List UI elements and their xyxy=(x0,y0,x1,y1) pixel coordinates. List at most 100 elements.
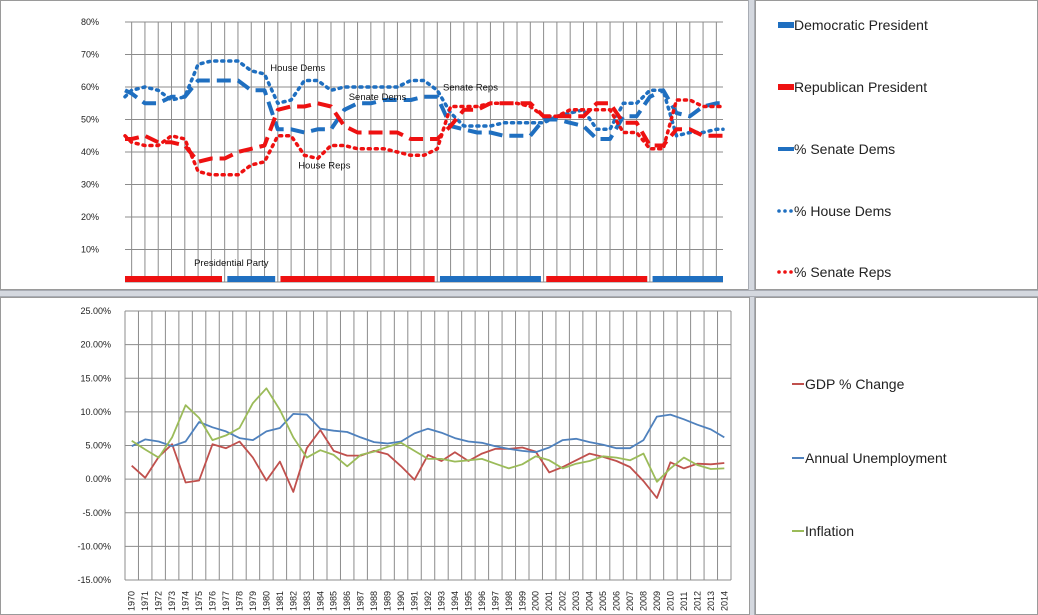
bottom-x-tick-label: 2007 xyxy=(625,591,635,611)
bottom-chart: -15.00% -10.00% -5.00% 0.00% 5.00% 10.00% 15.0… xyxy=(77,306,732,611)
top-series-line-3 xyxy=(125,101,723,164)
bottom-series-lines xyxy=(131,387,725,499)
horizontal-splitter[interactable] xyxy=(0,290,1038,297)
bottom-x-tick-label: 1994 xyxy=(450,591,460,611)
bottom-x-tick-label: 2002 xyxy=(558,591,568,611)
top-legend-label: % House Dems xyxy=(794,203,891,219)
top-y-tick-label: 80% xyxy=(81,17,99,27)
bottom-legend: GDP % Change Annual Unemployment Inflation xyxy=(792,376,947,539)
bottom-x-tick-label: 1991 xyxy=(410,591,420,611)
top-legend-swatch-dot xyxy=(777,270,781,274)
bottom-x-tick-label: 1973 xyxy=(167,591,177,611)
annotation-label: House Reps xyxy=(298,160,351,171)
bottom-y-tick-label: 15.00% xyxy=(80,373,111,383)
bottom-y-tick-label: -15.00% xyxy=(77,575,111,585)
bottom-x-tick-label: 2013 xyxy=(706,591,716,611)
annotation-label: Senate Reps xyxy=(443,82,498,93)
bottom-x-tick-label: 2000 xyxy=(531,591,541,611)
bottom-x-tick-label: 1987 xyxy=(356,591,366,611)
bottom-legend-label: Inflation xyxy=(805,523,854,539)
bottom-x-ticks: 1970 1971 1972 1973 1974 1975 1976 1977 1978 1979… xyxy=(127,591,730,611)
bottom-legend-item: Inflation xyxy=(792,523,854,539)
bottom-x-tick-label: 1986 xyxy=(342,591,352,611)
bottom-y-tick-label: 25.00% xyxy=(80,306,111,316)
bottom-x-tick-label: 1983 xyxy=(302,591,312,611)
bottom-legend-item: Annual Unemployment xyxy=(792,450,947,466)
bottom-x-tick-label: 1982 xyxy=(288,591,298,611)
top-legend-item: Republican President xyxy=(778,79,927,95)
bottom-x-tick-label: 2011 xyxy=(679,592,689,611)
bottom-x-tick-label: 1995 xyxy=(463,591,473,611)
annotation-label: Senate Dems xyxy=(349,92,407,103)
top-legend-item: % Senate Reps xyxy=(777,264,891,280)
bottom-x-tick-label: 2012 xyxy=(692,591,702,611)
top-y-tick-label: 10% xyxy=(81,245,99,255)
top-y-tick-label: 40% xyxy=(81,147,99,157)
bottom-legend-label: GDP % Change xyxy=(805,376,905,392)
bottom-y-tick-label: -10.00% xyxy=(77,541,111,551)
top-y-tick-label: 60% xyxy=(81,82,99,92)
top-series-line-2 xyxy=(123,98,725,177)
top-chart-panel: 10% 20% 30% 40% 50% 60% 70% 80% House Dems Senate… xyxy=(0,0,750,290)
top-series-lines xyxy=(123,59,725,177)
bottom-x-tick-label: 1998 xyxy=(504,591,514,611)
bottom-chart-panel: -15.00% -10.00% -5.00% 0.00% 5.00% 10.00% 15.0… xyxy=(0,297,750,615)
bottom-x-tick-label: 1971 xyxy=(140,591,150,611)
bottom-x-tick-label: 2005 xyxy=(598,591,608,611)
bottom-x-tick-label: 1988 xyxy=(369,591,379,611)
top-legend-swatch-dot xyxy=(777,209,781,213)
bottom-series-line-2 xyxy=(131,387,725,483)
bottom-y-ticks: -15.00% -10.00% -5.00% 0.00% 5.00% 10.00% 15.0… xyxy=(77,306,111,585)
bottom-x-tick-label: 1984 xyxy=(315,591,325,611)
top-legend-swatch-dot xyxy=(783,270,787,274)
bottom-x-tick-label: 1992 xyxy=(423,591,433,611)
bottom-x-tick-label: 2004 xyxy=(585,591,595,611)
top-y-ticks: 10% 20% 30% 40% 50% 60% 70% 80% xyxy=(81,17,99,255)
bottom-x-tick-label: 1979 xyxy=(248,591,258,611)
bottom-x-tick-label: 1976 xyxy=(208,591,218,611)
bottom-legend-panel: GDP % Change Annual Unemployment Inflation xyxy=(755,297,1038,615)
bottom-y-tick-label: 0.00% xyxy=(85,474,111,484)
bottom-x-tick-label: 2009 xyxy=(652,591,662,611)
bottom-y-tick-label: -5.00% xyxy=(82,508,111,518)
bottom-y-tick-label: 5.00% xyxy=(85,441,111,451)
bottom-x-tick-label: 1999 xyxy=(517,591,527,611)
bottom-x-tick-label: 2010 xyxy=(665,591,675,611)
top-legend-swatch-dot xyxy=(789,209,793,213)
top-legend-label: % Senate Reps xyxy=(794,264,891,280)
top-series-line-0 xyxy=(124,78,723,141)
bottom-legend-label: Annual Unemployment xyxy=(805,450,947,466)
top-y-tick-label: 20% xyxy=(81,212,99,222)
bottom-x-tick-label: 1978 xyxy=(234,591,244,611)
top-legend: Democratic President Republican President… xyxy=(777,17,928,280)
bottom-x-tick-label: 1974 xyxy=(181,591,191,611)
top-legend-item: % House Dems xyxy=(777,203,891,219)
bottom-x-tick-label: 2008 xyxy=(638,591,648,611)
top-annotations: House Dems Senate Dems Senate Reps House Re… xyxy=(194,63,498,269)
bottom-x-tick-label: 1972 xyxy=(154,591,164,611)
bottom-x-tick-label: 1985 xyxy=(329,591,339,611)
bottom-legend-item: GDP % Change xyxy=(792,376,905,392)
top-legend-label: % Senate Dems xyxy=(794,141,895,157)
top-legend-item: % Senate Dems xyxy=(778,141,895,157)
top-chart: 10% 20% 30% 40% 50% 60% 70% 80% House Dems Senate… xyxy=(81,17,725,283)
top-series-line-1 xyxy=(123,59,725,138)
bottom-x-tick-label: 1990 xyxy=(396,591,406,611)
bottom-series-line-0 xyxy=(131,429,725,499)
top-y-tick-label: 70% xyxy=(81,50,99,60)
bottom-gridlines xyxy=(124,310,732,581)
annotation-label: House Dems xyxy=(270,63,325,74)
bottom-x-tick-label: 2003 xyxy=(571,591,581,611)
bottom-x-tick-label: 1970 xyxy=(127,591,137,611)
bottom-y-tick-label: 10.00% xyxy=(80,407,111,417)
bottom-x-tick-label: 2006 xyxy=(612,591,622,611)
bottom-x-tick-label: 1981 xyxy=(275,591,285,611)
bottom-x-tick-label: 2014 xyxy=(719,591,729,611)
bottom-x-tick-label: 1997 xyxy=(490,591,500,611)
top-legend-item: Democratic President xyxy=(778,17,928,33)
bottom-y-tick-label: 20.00% xyxy=(80,340,111,350)
top-legend-panel: Democratic President Republican President… xyxy=(755,0,1038,290)
top-legend-label: Democratic President xyxy=(794,17,928,33)
top-legend-swatch-dot xyxy=(783,209,787,213)
bottom-x-tick-label: 1989 xyxy=(383,591,393,611)
